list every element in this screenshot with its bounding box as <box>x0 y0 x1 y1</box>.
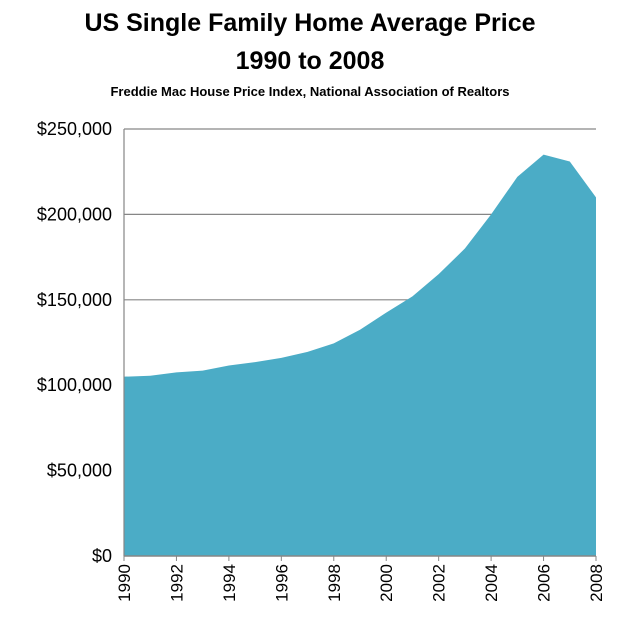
y-tick-label: $50,000 <box>47 461 112 481</box>
y-tick-label: $150,000 <box>37 290 112 310</box>
y-tick-label: $0 <box>92 546 112 566</box>
axes <box>123 129 596 557</box>
x-tick-label: 2000 <box>377 564 396 602</box>
chart-title: US Single Family Home Average Price <box>84 9 536 37</box>
x-tick-label: 1998 <box>325 564 344 602</box>
series-area <box>124 154 596 556</box>
chart-subtitle: Freddie Mac House Price Index, National … <box>110 84 510 99</box>
y-axis-ticks: $0 $50,000 $100,000 $150,000 $200,000 $250,00… <box>37 119 112 566</box>
x-tick-label: 2002 <box>430 564 449 602</box>
x-tick-label: 1996 <box>272 564 291 602</box>
area-series <box>124 154 596 556</box>
x-axis-ticks: 1990 1992 1994 1996 1998 2000 2002 2004 2006 2008 <box>115 556 606 602</box>
x-tick-label: 1990 <box>115 564 134 602</box>
x-tick-label: 2006 <box>535 564 554 602</box>
x-tick-label: 2008 <box>587 564 606 602</box>
y-tick-label: $200,000 <box>37 204 112 224</box>
chart-title-line2: 1990 to 2008 <box>235 47 385 75</box>
x-tick-label: 1994 <box>220 564 239 602</box>
y-tick-label: $250,000 <box>37 119 112 139</box>
x-tick-label: 2004 <box>482 564 501 602</box>
x-tick-label: 1992 <box>167 564 186 602</box>
y-tick-label: $100,000 <box>37 375 112 395</box>
